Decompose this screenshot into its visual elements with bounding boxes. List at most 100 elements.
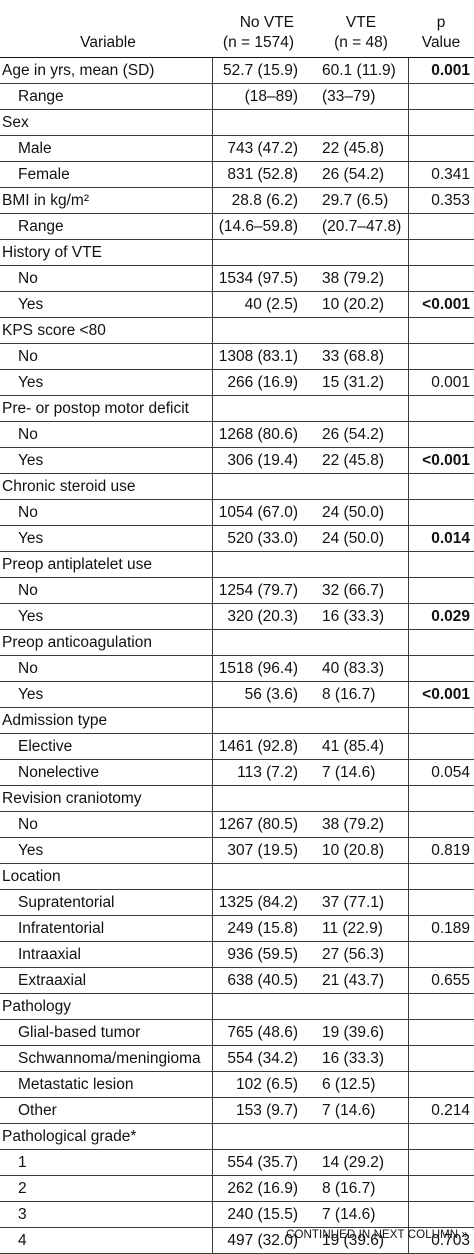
row-vte-value: 22 (45.8)	[298, 135, 408, 162]
row-no-vte-value: 765 (48.6)	[211, 1019, 298, 1046]
row-no-vte-value: (18–89)	[211, 83, 298, 110]
row-variable-label: Yes	[0, 681, 212, 708]
table-row: Yes 320 (20.3) 16 (33.3) 0.029	[0, 603, 474, 630]
row-p-value	[407, 707, 474, 734]
row-p-value	[407, 213, 474, 240]
row-vte-value: 16 (33.3)	[298, 603, 408, 630]
row-variable-label: Yes	[0, 603, 212, 630]
row-no-vte-value: 638 (40.5)	[211, 967, 298, 994]
row-no-vte-value: 936 (59.5)	[211, 941, 298, 968]
row-vte-value: 7 (14.6)	[298, 759, 408, 786]
row-variable-label: No	[0, 499, 212, 526]
row-vte-value: 7 (14.6)	[298, 1097, 408, 1124]
table-row: Other 153 (9.7) 7 (14.6) 0.214	[0, 1097, 474, 1124]
row-p-value	[407, 785, 474, 812]
row-no-vte-value	[211, 1123, 298, 1150]
row-p-value	[407, 1123, 474, 1150]
row-no-vte-value	[211, 395, 298, 422]
row-vte-value: 60.1 (11.9)	[298, 57, 408, 84]
table-section-row: Chronic steroid use	[0, 473, 474, 500]
table-section-row: Admission type	[0, 707, 474, 734]
row-p-value: 0.819	[407, 837, 474, 864]
row-p-value	[407, 733, 474, 760]
row-variable-label: Pathological grade*	[0, 1123, 212, 1150]
row-variable-label: Yes	[0, 837, 212, 864]
table-row: 3 240 (15.5) 7 (14.6)	[0, 1201, 474, 1228]
row-no-vte-value: 743 (47.2)	[211, 135, 298, 162]
row-no-vte-value: 28.8 (6.2)	[211, 187, 298, 214]
row-p-value	[407, 135, 474, 162]
row-variable-label: KPS score <80	[0, 317, 212, 344]
row-vte-value: 37 (77.1)	[298, 889, 408, 916]
row-vte-value	[298, 239, 408, 266]
header-p-value: p Value	[408, 0, 474, 58]
row-vte-value	[298, 993, 408, 1020]
row-variable-label: Yes	[0, 447, 212, 474]
row-variable-label: Sex	[0, 109, 212, 136]
row-p-value	[407, 1201, 474, 1228]
row-vte-value: 7 (14.6)	[298, 1201, 408, 1228]
row-variable-label: Male	[0, 135, 212, 162]
header-variable: Variable	[0, 0, 212, 58]
row-p-value	[407, 889, 474, 916]
table-row: No 1267 (80.5) 38 (79.2)	[0, 811, 474, 838]
header-row: Variable No VTE (n = 1574) VTE (n = 48) …	[0, 0, 474, 58]
row-variable-label: Yes	[0, 369, 212, 396]
row-p-value	[407, 343, 474, 370]
continued-note: CONTINUED IN NEXT COLUMN »	[286, 1229, 468, 1241]
table-row: Supratentorial 1325 (84.2) 37 (77.1)	[0, 889, 474, 916]
row-no-vte-value: 249 (15.8)	[211, 915, 298, 942]
row-vte-value	[298, 551, 408, 578]
row-no-vte-value: 113 (7.2)	[211, 759, 298, 786]
row-vte-value	[298, 395, 408, 422]
row-p-value	[407, 499, 474, 526]
row-vte-value: 40 (83.3)	[298, 655, 408, 682]
row-vte-value: 41 (85.4)	[298, 733, 408, 760]
row-variable-label: No	[0, 577, 212, 604]
row-no-vte-value: 1268 (80.6)	[211, 421, 298, 448]
row-variable-label: 3	[0, 1201, 212, 1228]
row-no-vte-value	[211, 317, 298, 344]
table-section-row: BMI in kg/m² 28.8 (6.2) 29.7 (6.5) 0.353	[0, 187, 474, 214]
row-variable-label: Preop anticoagulation	[0, 629, 212, 656]
row-vte-value	[298, 707, 408, 734]
row-p-value: <0.001	[407, 291, 474, 318]
row-variable-label: Supratentorial	[0, 889, 212, 916]
row-vte-value: 24 (50.0)	[298, 525, 408, 552]
row-vte-value	[298, 1123, 408, 1150]
row-vte-value	[298, 317, 408, 344]
row-vte-value: 6 (12.5)	[298, 1071, 408, 1098]
row-vte-value	[298, 629, 408, 656]
row-vte-value: 8 (16.7)	[298, 1175, 408, 1202]
row-p-value	[407, 473, 474, 500]
row-no-vte-value	[211, 551, 298, 578]
row-no-vte-value: 102 (6.5)	[211, 1071, 298, 1098]
row-vte-value: 10 (20.8)	[298, 837, 408, 864]
row-p-value	[407, 863, 474, 890]
row-variable-label: Infratentorial	[0, 915, 212, 942]
row-variable-label: History of VTE	[0, 239, 212, 266]
row-no-vte-value	[211, 239, 298, 266]
row-variable-label: No	[0, 811, 212, 838]
table-row: No 1534 (97.5) 38 (79.2)	[0, 265, 474, 292]
header-vte-count: (n = 48)	[334, 34, 388, 51]
row-variable-label: Range	[0, 83, 212, 110]
row-no-vte-value: 320 (20.3)	[211, 603, 298, 630]
table-row: Male 743 (47.2) 22 (45.8)	[0, 135, 474, 162]
table-section-row: Location	[0, 863, 474, 890]
table-row: Yes 56 (3.6) 8 (16.7) <0.001	[0, 681, 474, 708]
table-row: Nonelective 113 (7.2) 7 (14.6) 0.054	[0, 759, 474, 786]
row-p-value	[407, 395, 474, 422]
header-p-subtitle: Value	[421, 34, 461, 51]
row-p-value	[407, 941, 474, 968]
row-vte-value: 19 (39.6)	[298, 1019, 408, 1046]
row-p-value: 0.054	[407, 759, 474, 786]
row-no-vte-value: 262 (16.9)	[211, 1175, 298, 1202]
table-row: Metastatic lesion 102 (6.5) 6 (12.5)	[0, 1071, 474, 1098]
table-section-row: Pre- or postop motor deficit	[0, 395, 474, 422]
table-row: Intraaxial 936 (59.5) 27 (56.3)	[0, 941, 474, 968]
table-row: No 1254 (79.7) 32 (66.7)	[0, 577, 474, 604]
row-no-vte-value: 554 (34.2)	[211, 1045, 298, 1072]
table-row: Elective 1461 (92.8) 41 (85.4)	[0, 733, 474, 760]
row-no-vte-value: 1534 (97.5)	[211, 265, 298, 292]
